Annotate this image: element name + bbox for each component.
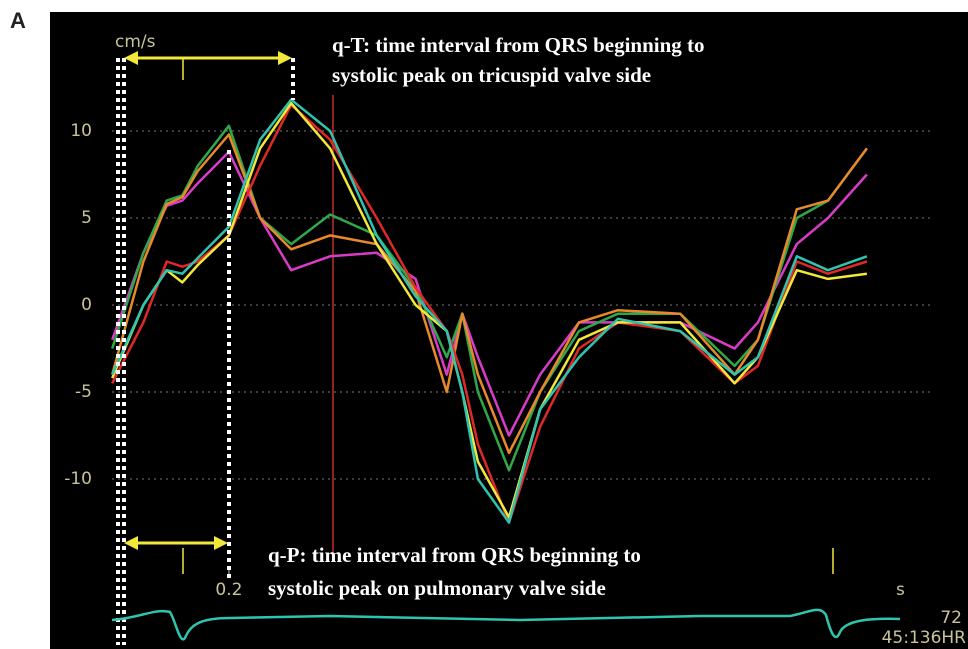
heart-rate: 72 (940, 608, 962, 628)
y-tick-label: 5 (81, 208, 92, 228)
panel-label: A (10, 8, 26, 33)
x-tick-label: 0.2 (215, 580, 242, 600)
annotation: systolic peak on tricuspid valve side (332, 63, 651, 87)
annotation: q-T: time interval from QRS beginning to (332, 33, 705, 57)
annotation: q-P: time interval from QRS beginning to (268, 543, 641, 567)
x-axis-label: s (896, 580, 905, 600)
y-axis-label: cm/s (115, 32, 156, 52)
status: 45:136HR (882, 628, 967, 648)
y-tick-label: 10 (70, 121, 92, 141)
y-tick-label: -10 (64, 469, 92, 489)
y-tick-label: -5 (75, 382, 92, 402)
annotation: systolic peak on pulmonary valve side (268, 576, 606, 600)
y-tick-label: 0 (81, 295, 92, 315)
figure: A 10 5 0 -5 -10 0.2 cm/s s q-T: time interval… (0, 0, 968, 649)
